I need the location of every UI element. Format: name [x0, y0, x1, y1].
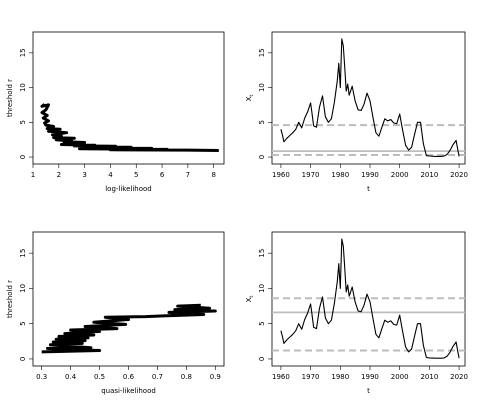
y-axis-label: Xt	[245, 296, 255, 303]
x-tick-label: 8	[211, 171, 215, 179]
x-tick-label: 2020	[450, 373, 468, 381]
y-tick-label: 15	[258, 249, 266, 258]
x-tick-label: 0.5	[94, 373, 105, 381]
x-tick-label: 2000	[391, 373, 409, 381]
x-tick-label: 0.8	[181, 373, 192, 381]
x-tick-label: 1990	[361, 373, 379, 381]
x-tick-label: 1980	[331, 171, 349, 179]
x-tick-label: 2010	[420, 373, 438, 381]
x-tick-label: 0.4	[65, 373, 77, 381]
panel-1: 1 2 3 4 5 6 7 8 0 5 10 15 log-likelihood threshold r	[6, 31, 225, 193]
x-axis-label: t	[367, 387, 370, 395]
plot-frame	[271, 31, 466, 165]
y-tick-label: 0	[258, 155, 266, 159]
x-tick-label: 1990	[361, 171, 379, 179]
y-axis-label-subscript: t	[249, 95, 255, 97]
x-tick-label: 0.3	[36, 373, 47, 381]
x-tick-label: 1970	[302, 373, 320, 381]
x-tick-label: 2010	[420, 171, 438, 179]
y-axis-label-subscript: t	[249, 296, 255, 298]
plot-frame	[32, 31, 225, 165]
y-axis-label: Xt	[245, 95, 255, 102]
x-tick-label: 1980	[331, 373, 349, 381]
y-tick-label: 0	[19, 155, 27, 159]
y-tick-label: 15	[19, 249, 27, 258]
y-tick-label: 0	[258, 357, 266, 361]
x-tick-label: 2	[57, 171, 61, 179]
y-tick-label: 5	[19, 120, 27, 124]
series-line	[280, 38, 460, 157]
series-line	[40, 103, 219, 152]
x-tick-label: 2000	[391, 171, 409, 179]
x-tick-label: 1960	[272, 171, 290, 179]
x-axis-label: quasi-likelihood	[101, 387, 156, 395]
series-line	[41, 303, 217, 354]
y-tick-label: 0	[19, 357, 27, 361]
x-tick-label: 1	[31, 171, 35, 179]
x-tick-label: 5	[134, 171, 138, 179]
x-tick-label: 1970	[302, 171, 320, 179]
x-tick-label: 1960	[272, 373, 290, 381]
y-tick-label: 15	[258, 48, 266, 57]
x-tick-label: 3	[82, 171, 86, 179]
x-axis-label: log-likelihood	[105, 185, 152, 193]
series-line	[280, 238, 460, 359]
y-tick-label: 5	[258, 321, 266, 325]
x-tick-label: 4	[108, 171, 113, 179]
x-tick-label: 0.7	[152, 373, 163, 381]
x-tick-label: 6	[160, 171, 165, 179]
panel-3: 0.3 0.4 0.5 0.6 0.7 0.8 0.9 0 5 10 15 quasi-likelih…	[6, 231, 225, 395]
x-tick-label: 2020	[450, 171, 468, 179]
y-tick-label: 15	[19, 48, 27, 57]
y-tick-label: 10	[19, 83, 27, 92]
y-tick-label: 10	[258, 83, 266, 92]
y-tick-label: 5	[19, 321, 27, 325]
y-axis-label: threshold r	[6, 79, 14, 117]
x-tick-label: 7	[186, 171, 190, 179]
x-axis-label: t	[367, 185, 370, 193]
y-tick-label: 10	[258, 284, 266, 293]
y-axis-label: threshold r	[6, 280, 14, 318]
x-tick-label: 0.6	[123, 373, 135, 381]
y-tick-label: 10	[19, 284, 27, 293]
y-tick-label: 5	[258, 120, 266, 124]
x-tick-label: 0.9	[210, 373, 221, 381]
